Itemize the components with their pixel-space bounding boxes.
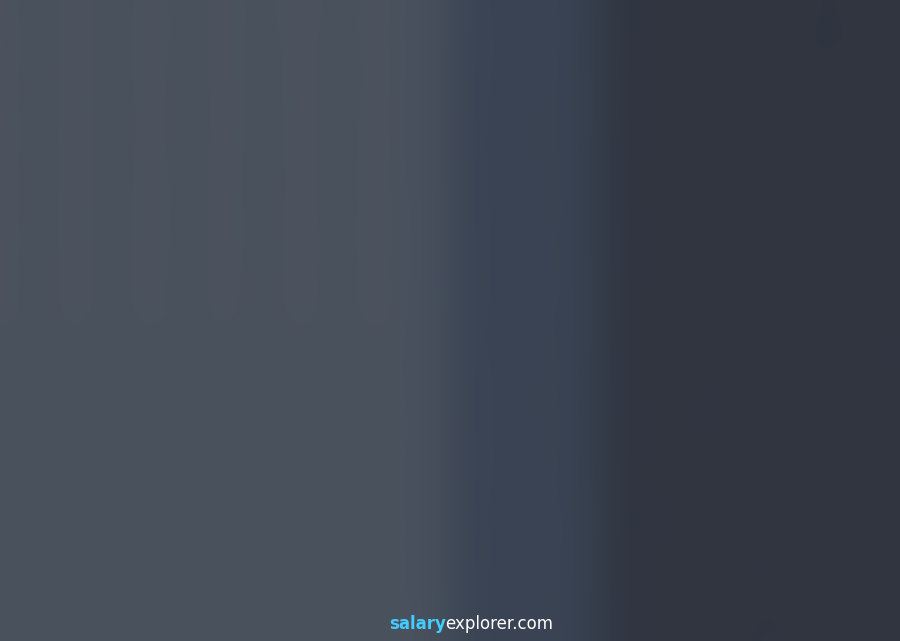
Polygon shape: [607, 308, 613, 577]
Text: 5,880,000 IDR: 5,880,000 IDR: [174, 459, 268, 472]
Polygon shape: [255, 441, 260, 577]
Bar: [194, 441, 260, 443]
Bar: [76, 475, 137, 577]
Bar: [662, 287, 730, 292]
Bar: [662, 287, 724, 577]
Text: Salary Comparison By Experience: Salary Comparison By Experience: [4, 24, 555, 52]
Text: 8,700,000 IDR: 8,700,000 IDR: [291, 394, 385, 406]
Text: Average Monthly Salary: Average Monthly Salary: [875, 282, 887, 423]
Text: 12,500,000 IDR: 12,500,000 IDR: [639, 305, 742, 319]
Polygon shape: [137, 475, 143, 577]
Polygon shape: [724, 287, 730, 577]
Text: 4,410,000 IDR: 4,410,000 IDR: [57, 493, 150, 506]
Text: +22%: +22%: [371, 272, 429, 290]
Polygon shape: [372, 376, 378, 577]
Polygon shape: [489, 331, 495, 577]
Bar: [545, 308, 613, 312]
Bar: [428, 331, 489, 577]
Text: +48%: +48%: [254, 308, 311, 326]
Text: salary: salary: [389, 615, 446, 633]
Bar: [545, 308, 607, 577]
Text: 10,600,000 IDR: 10,600,000 IDR: [404, 349, 507, 362]
Text: 11,600,000 IDR: 11,600,000 IDR: [521, 326, 625, 339]
Bar: [428, 331, 495, 335]
Text: explorer.com: explorer.com: [446, 615, 554, 633]
Bar: [310, 376, 372, 577]
Text: +34%: +34%: [136, 385, 194, 403]
Bar: [742, 51, 846, 79]
Bar: [194, 441, 255, 577]
Bar: [310, 376, 378, 379]
Text: +8%: +8%: [612, 236, 658, 254]
Bar: [742, 79, 846, 106]
Text: Sales Representative: Sales Representative: [4, 69, 210, 88]
Bar: [76, 475, 143, 477]
Text: +9%: +9%: [494, 256, 540, 274]
